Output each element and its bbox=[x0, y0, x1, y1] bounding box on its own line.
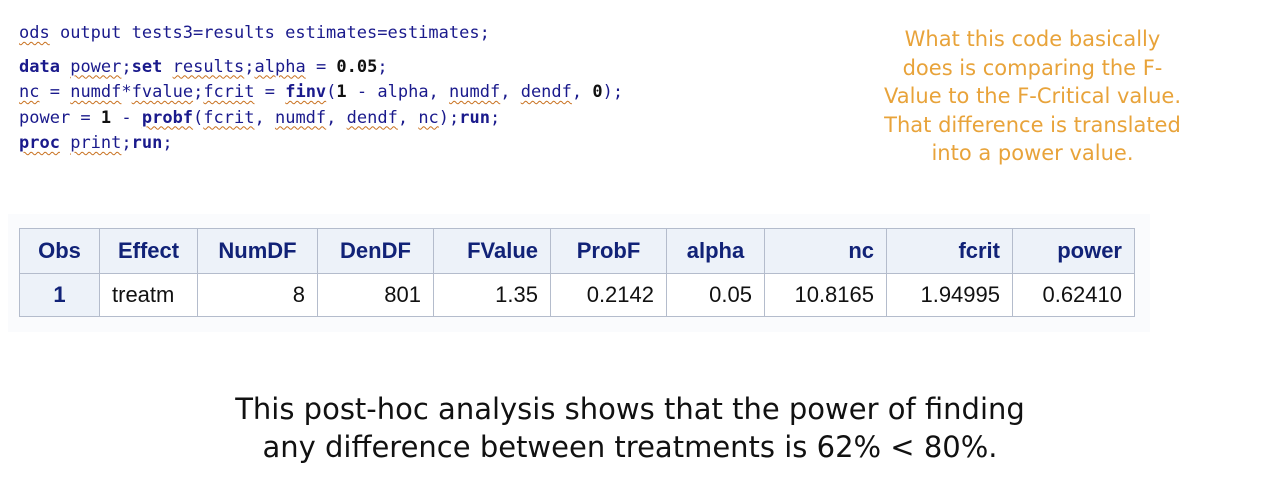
code-token: ; bbox=[121, 133, 132, 153]
cell-power: 0.62410 bbox=[1012, 273, 1135, 317]
code-token: dendf bbox=[346, 107, 398, 128]
code-token: dendf bbox=[520, 82, 572, 102]
code-token: 0.05 bbox=[336, 56, 378, 77]
cell-obs: 1 bbox=[19, 273, 100, 317]
cell-fvalue: 1.35 bbox=[433, 273, 551, 317]
code-token: ; bbox=[121, 56, 132, 77]
column-header-effect: Effect bbox=[99, 228, 198, 274]
cell-effect: treatm bbox=[99, 273, 198, 317]
code-token: print bbox=[70, 133, 122, 153]
code-token: ); bbox=[438, 107, 460, 128]
code-line-power: power = 1 - probf(fcrit, numdf, dendf, n… bbox=[19, 106, 839, 132]
column-header-numdf: NumDF bbox=[197, 228, 318, 274]
code-token: power = bbox=[19, 107, 101, 128]
code-token: results bbox=[172, 56, 245, 77]
code-token: 1 bbox=[100, 107, 112, 128]
code-token: 1 bbox=[336, 82, 347, 102]
code-token bbox=[60, 57, 70, 77]
column-header-alpha: alpha bbox=[666, 228, 765, 274]
cell-probf: 0.2142 bbox=[550, 273, 667, 317]
code-token: = bbox=[305, 56, 337, 77]
code-token: fcrit bbox=[203, 107, 255, 128]
annotation-line: does is comparing the F- bbox=[902, 55, 1163, 80]
code-token: data bbox=[19, 56, 60, 77]
annotation-line: into a power value. bbox=[931, 141, 1134, 165]
code-token: finv bbox=[285, 82, 327, 102]
code-token: , bbox=[254, 107, 275, 128]
code-token: = bbox=[254, 82, 286, 102]
code-token: set bbox=[131, 56, 163, 77]
code-line-ods-output: ods output tests3=results estimates=esti… bbox=[19, 21, 839, 47]
cell-alpha: 0.05 bbox=[666, 273, 765, 317]
caption-line: This post-hoc analysis shows that the po… bbox=[235, 392, 1025, 426]
cell-dendf: 801 bbox=[317, 273, 434, 317]
code-token: = bbox=[39, 82, 71, 102]
code-token: numdf bbox=[70, 82, 122, 102]
column-header-obs: Obs bbox=[19, 228, 100, 274]
code-token: , bbox=[397, 107, 419, 128]
column-header-fvalue: FValue bbox=[433, 228, 551, 274]
column-header-power: power bbox=[1012, 228, 1135, 274]
code-token bbox=[162, 57, 172, 77]
column-header-dendf: DenDF bbox=[317, 228, 434, 274]
code-token: 0 bbox=[592, 82, 603, 102]
code-line-nc-fcrit: nc = numdf*fvalue;fcrit = finv(1 - alpha… bbox=[19, 80, 839, 106]
code-token: nc bbox=[19, 82, 40, 102]
code-token: alpha bbox=[254, 56, 306, 77]
cell-fcrit: 1.94995 bbox=[886, 273, 1013, 317]
column-header-fcrit: fcrit bbox=[886, 228, 1013, 274]
code-block: ods output tests3=results estimates=esti… bbox=[19, 21, 839, 157]
code-token: ; bbox=[377, 56, 388, 77]
code-token: , bbox=[326, 107, 347, 128]
cell-nc: 10.8165 bbox=[764, 273, 887, 317]
code-token: numdf bbox=[449, 82, 501, 102]
code-line-proc-print: proc print;run; bbox=[19, 131, 839, 157]
code-token: - alpha, bbox=[346, 82, 450, 102]
code-token: probf bbox=[141, 107, 194, 128]
caption-line: any difference between treatments is 62%… bbox=[262, 430, 998, 464]
code-token: run bbox=[131, 133, 163, 153]
code-token: output tests3=results estimates=estimate… bbox=[49, 23, 490, 43]
annotation-note: What this code basically does is compari… bbox=[845, 25, 1220, 168]
code-token: , bbox=[500, 82, 521, 102]
code-token: ods bbox=[19, 23, 50, 43]
annotation-line: That difference is translated bbox=[884, 112, 1181, 137]
cell-numdf: 8 bbox=[197, 273, 318, 317]
code-token: ( bbox=[193, 107, 204, 128]
results-panel: Obs Effect NumDF DenDF FValue ProbF alph… bbox=[8, 214, 1150, 332]
code-token: ; bbox=[490, 107, 501, 128]
code-token: ; bbox=[244, 56, 255, 77]
code-token: nc bbox=[418, 107, 439, 128]
code-token bbox=[60, 133, 70, 153]
code-token: ; bbox=[162, 133, 173, 153]
column-header-nc: nc bbox=[764, 228, 887, 274]
code-token: ( bbox=[326, 82, 337, 102]
code-token: * bbox=[121, 82, 132, 102]
table-row: 1 treatm 8 801 1.35 0.2142 0.05 10.8165 … bbox=[19, 273, 1135, 317]
code-token: ; bbox=[193, 82, 204, 102]
code-token: power bbox=[70, 56, 122, 77]
code-token: numdf bbox=[274, 107, 327, 128]
code-token: fcrit bbox=[203, 82, 255, 102]
code-line-data-step: data power;set results;alpha = 0.05; bbox=[19, 55, 839, 81]
code-token: proc bbox=[19, 133, 60, 153]
code-token: - bbox=[111, 107, 142, 128]
results-table: Obs Effect NumDF DenDF FValue ProbF alph… bbox=[19, 228, 1135, 317]
annotation-line: What this code basically bbox=[904, 27, 1161, 51]
annotation-line: Value to the F-Critical value. bbox=[883, 84, 1182, 108]
code-token: ); bbox=[602, 82, 624, 102]
code-token: , bbox=[571, 82, 593, 102]
code-token: run bbox=[459, 107, 490, 128]
code-token: fvalue bbox=[131, 82, 194, 102]
summary-caption: This post-hoc analysis shows that the po… bbox=[60, 390, 1200, 466]
column-header-probf: ProbF bbox=[550, 228, 667, 274]
table-header-row: Obs Effect NumDF DenDF FValue ProbF alph… bbox=[19, 228, 1135, 274]
